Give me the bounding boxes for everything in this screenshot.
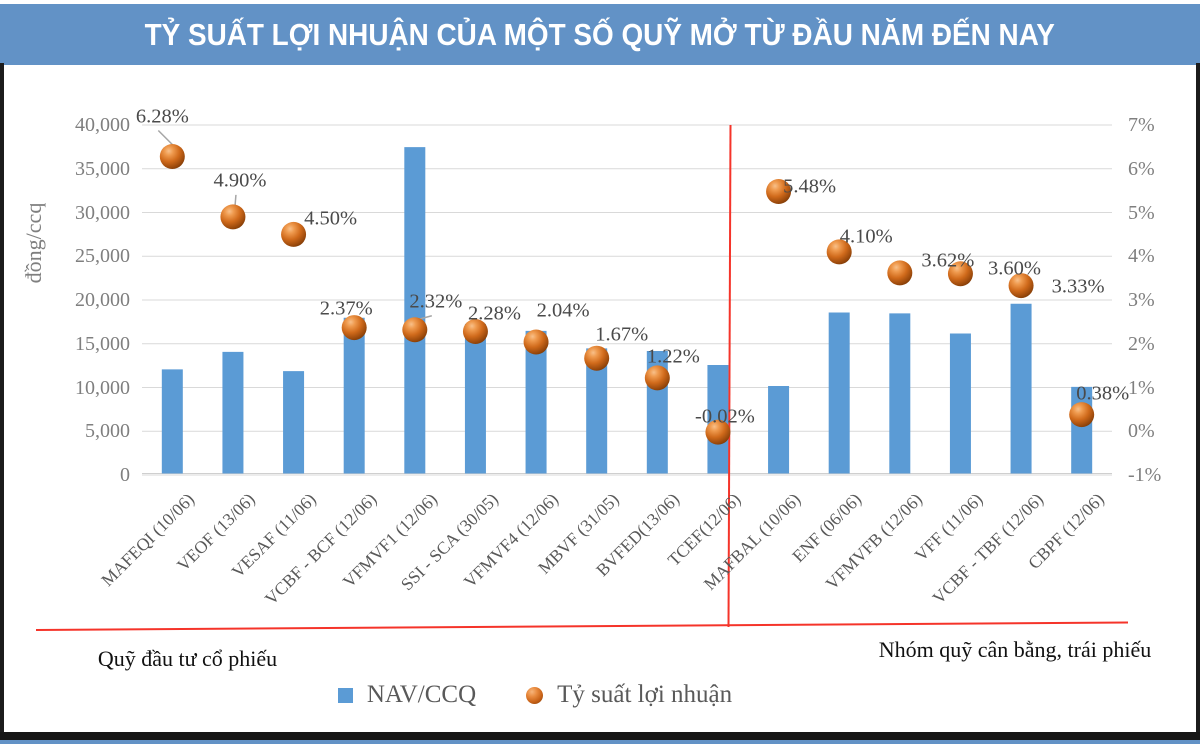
nav-bar <box>161 369 183 474</box>
profit-data-label: 4.90% <box>213 169 267 192</box>
right-axis-tick: -1% <box>1128 464 1162 486</box>
right-axis-tick: 6% <box>1128 157 1155 180</box>
profit-point <box>523 329 549 355</box>
profit-data-label: 2.32% <box>409 290 463 313</box>
frame-border-right <box>1196 63 1200 744</box>
profit-data-label: 3.62% <box>921 249 975 272</box>
legend-nav-label: NAV/CCQ <box>366 681 477 708</box>
frame-bottom-accent-strip <box>0 740 1200 744</box>
frame-border-bottom <box>0 732 1200 740</box>
profit-data-label: 5.48% <box>783 175 837 197</box>
profit-point <box>1008 273 1034 299</box>
profit-point <box>584 345 610 371</box>
nav-bar <box>343 317 365 474</box>
chart-title-bar: TỶ SUẤT LỢI NHUẬN CỦA MỘT SỐ QUỸ MỞ TỪ Đ… <box>0 4 1200 65</box>
legend-profit-label: Tỷ suất lợi nhuận <box>557 681 733 708</box>
profit-data-label: 1.22% <box>646 345 700 368</box>
nav-bar <box>283 371 305 474</box>
group-label-equity-funds: Quỹ đầu tư cổ phiếu <box>97 646 278 671</box>
right-axis-tick: 2% <box>1128 332 1155 355</box>
profit-point <box>826 239 852 265</box>
right-axis-tick: 7% <box>1128 114 1155 136</box>
profit-data-label: -0.02% <box>695 405 755 428</box>
profit-point <box>705 419 731 445</box>
nav-bar <box>707 365 729 474</box>
legend-profit-marker-icon <box>526 686 544 704</box>
nav-bar <box>828 312 850 474</box>
profit-data-label: 6.28% <box>135 105 189 127</box>
nav-bar <box>464 323 486 474</box>
profit-point <box>341 315 367 341</box>
profit-data-label: 3.33% <box>1051 275 1105 298</box>
nav-bar <box>404 147 426 474</box>
profit-point <box>159 144 185 169</box>
profit-data-label: 3.60% <box>987 257 1041 280</box>
left-axis-tick: 15,000 <box>75 332 130 355</box>
chart-title: TỶ SUẤT LỢI NHUẬN CỦA MỘT SỐ QUỸ MỞ TỪ Đ… <box>144 16 1056 52</box>
right-axis-tick: 3% <box>1128 289 1155 311</box>
group-label-balanced-bond-funds: Nhóm quỹ cân bằng, trái phiếu <box>878 637 1152 662</box>
profit-data-label: 4.50% <box>304 207 358 230</box>
profit-data-label: 4.10% <box>839 225 893 248</box>
left-axis-tick: 5,000 <box>85 420 130 443</box>
data-label-leader-line <box>157 129 175 148</box>
nav-bar <box>222 351 244 474</box>
left-axis-tick: 20,000 <box>75 289 130 311</box>
profit-point <box>644 365 670 391</box>
left-axis-tick: 0 <box>120 464 130 486</box>
group-divider-line <box>727 124 732 628</box>
profit-point <box>1069 402 1095 428</box>
right-axis-tick: 5% <box>1128 201 1155 224</box>
profit-data-label: 2.04% <box>536 299 590 322</box>
profit-point <box>947 261 973 287</box>
group-underline <box>35 621 1129 631</box>
profit-data-label: 0.38% <box>1076 382 1130 405</box>
profit-point <box>462 319 488 344</box>
legend-nav-swatch <box>337 687 353 703</box>
profit-point <box>220 204 246 230</box>
left-axis-tick: 30,000 <box>75 201 130 224</box>
right-axis-tick: 1% <box>1128 376 1155 399</box>
right-axis-tick: 4% <box>1128 245 1155 268</box>
profit-point <box>887 260 913 286</box>
profit-data-label: 1.67% <box>595 323 649 346</box>
nav-bar <box>1010 303 1032 474</box>
left-axis-tick: 40,000 <box>75 114 130 136</box>
nav-bar <box>949 333 971 474</box>
chart-legend: NAV/CCQ Tỷ suất lợi nhuận <box>0 681 1070 709</box>
profit-data-label: 2.28% <box>467 302 521 324</box>
left-axis-title: đồng/ccq <box>21 202 46 284</box>
profit-point <box>766 179 792 204</box>
frame-border-left <box>0 63 4 744</box>
profit-point <box>402 317 428 343</box>
nav-bar <box>768 386 790 474</box>
right-axis-tick: 0% <box>1128 420 1155 443</box>
profit-data-label: 2.37% <box>319 297 373 320</box>
left-axis-tick: 25,000 <box>75 245 130 268</box>
nav-bar <box>586 348 608 474</box>
nav-bar <box>525 330 547 474</box>
nav-bar <box>889 313 911 474</box>
profit-point <box>281 221 307 247</box>
left-axis-tick: 35,000 <box>75 157 130 180</box>
left-axis-tick: 10,000 <box>75 376 130 399</box>
